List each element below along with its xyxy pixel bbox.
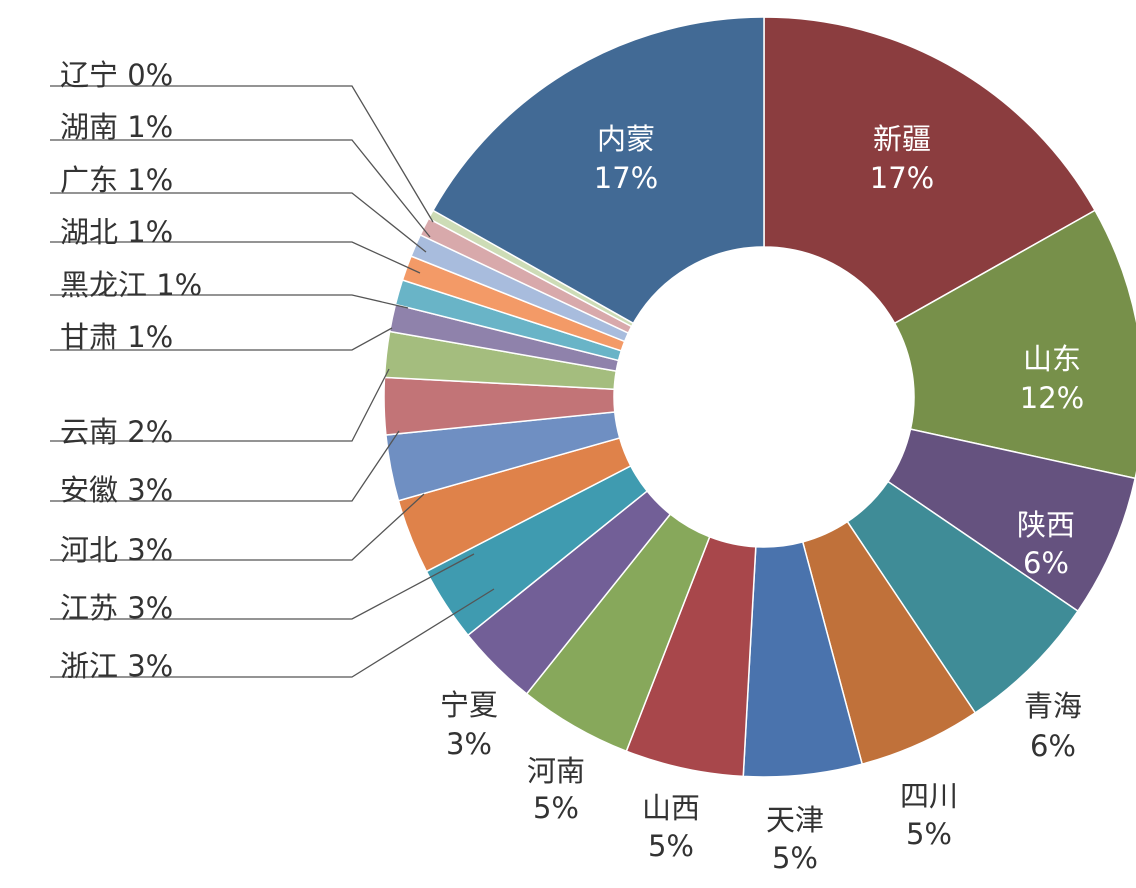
slice-label-percent: 5% (648, 829, 694, 863)
slice-label-name: 新疆 (873, 122, 931, 156)
leader-line (50, 85, 434, 223)
side-label: 甘肃 1% (60, 320, 173, 354)
slice-0 (763, 16, 1097, 325)
slice-label-name: 陕西 (1017, 508, 1075, 542)
leader-line (50, 294, 409, 309)
side-label: 云南 2% (60, 415, 173, 449)
leader-line (50, 192, 427, 253)
side-label: 广东 1% (60, 163, 173, 197)
slice-label-name: 山西 (642, 791, 700, 825)
slice-label-percent: 17% (594, 161, 658, 195)
slice-label-name: 四川 (900, 779, 958, 813)
slice-label-percent: 6% (1023, 546, 1069, 580)
leader-line (50, 553, 475, 620)
leader-lines (50, 85, 495, 678)
leader-line (50, 493, 425, 561)
leader-line (50, 368, 390, 442)
slice-label-percent: 5% (906, 817, 952, 851)
leader-line (50, 588, 495, 678)
slice-label-percent: 5% (772, 841, 818, 875)
leader-line (50, 327, 393, 351)
side-label: 黑龙江 1% (60, 268, 202, 302)
slice-1 (893, 209, 1136, 480)
slice-label-percent: 5% (533, 791, 579, 825)
side-label: 辽宁 0% (60, 58, 173, 92)
slice-label-name: 宁夏 (440, 688, 498, 722)
slice-label-name: 内蒙 (597, 122, 655, 156)
slice-label-name: 青海 (1024, 689, 1082, 723)
slice-label-name: 天津 (766, 803, 824, 837)
leader-line (50, 430, 400, 502)
side-label: 浙江 3% (60, 649, 173, 683)
side-label: 湖南 1% (60, 110, 173, 144)
donut-slices (383, 16, 1136, 778)
slice-label-name: 河南 (527, 754, 585, 788)
slice-label-name: 山东 (1023, 342, 1081, 376)
slice-labels: 新疆17%山东12%陕西6%青海6%四川5%天津5%山西5%河南5%宁夏3%浙江… (60, 58, 1084, 875)
side-label: 江苏 3% (60, 591, 173, 625)
leader-line (50, 139, 431, 238)
leader-line (50, 241, 421, 274)
side-label: 湖北 1% (60, 215, 173, 249)
side-label: 安徽 3% (60, 473, 173, 507)
slice-label-percent: 3% (446, 727, 492, 761)
slice-label-percent: 17% (870, 161, 934, 195)
side-label: 河北 3% (60, 533, 173, 567)
slice-20 (431, 16, 765, 325)
slice-label-percent: 12% (1020, 381, 1084, 415)
slice-label-percent: 6% (1030, 729, 1076, 763)
